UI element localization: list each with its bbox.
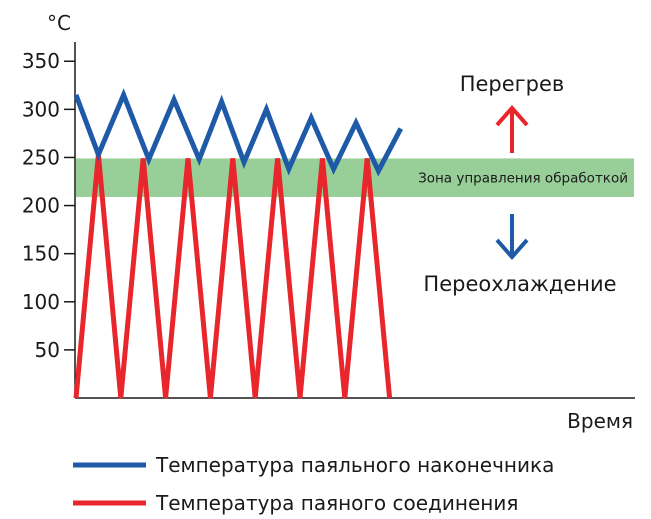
series-line-tip-temperature	[73, 88, 404, 177]
legend-label-joint: Температура паяного соединения	[155, 491, 518, 515]
overcool-arrow-icon	[495, 214, 529, 261]
y-tick-label: 300	[22, 97, 60, 121]
overheat-label: Перегрев	[460, 72, 565, 96]
y-tick-label: 200	[22, 194, 60, 218]
y-tick-label: 250	[22, 145, 60, 169]
legend-label-tip: Температура паяльного наконечника	[155, 453, 554, 477]
overheat-arrow-icon	[495, 104, 529, 153]
y-tick-label: 100	[22, 290, 60, 314]
series-line-joint-temperature	[73, 154, 393, 399]
y-tick-label: 50	[35, 338, 60, 362]
process-control-band	[76, 158, 634, 197]
y-tick-label: 150	[22, 242, 60, 266]
y-tick-label: 350	[22, 49, 60, 73]
overcool-label: Переохлаждение	[423, 272, 616, 296]
x-axis-label: Время	[567, 409, 633, 433]
band-label: Зона управления обработкой	[418, 171, 628, 187]
y-axis-unit: °C	[47, 11, 71, 35]
